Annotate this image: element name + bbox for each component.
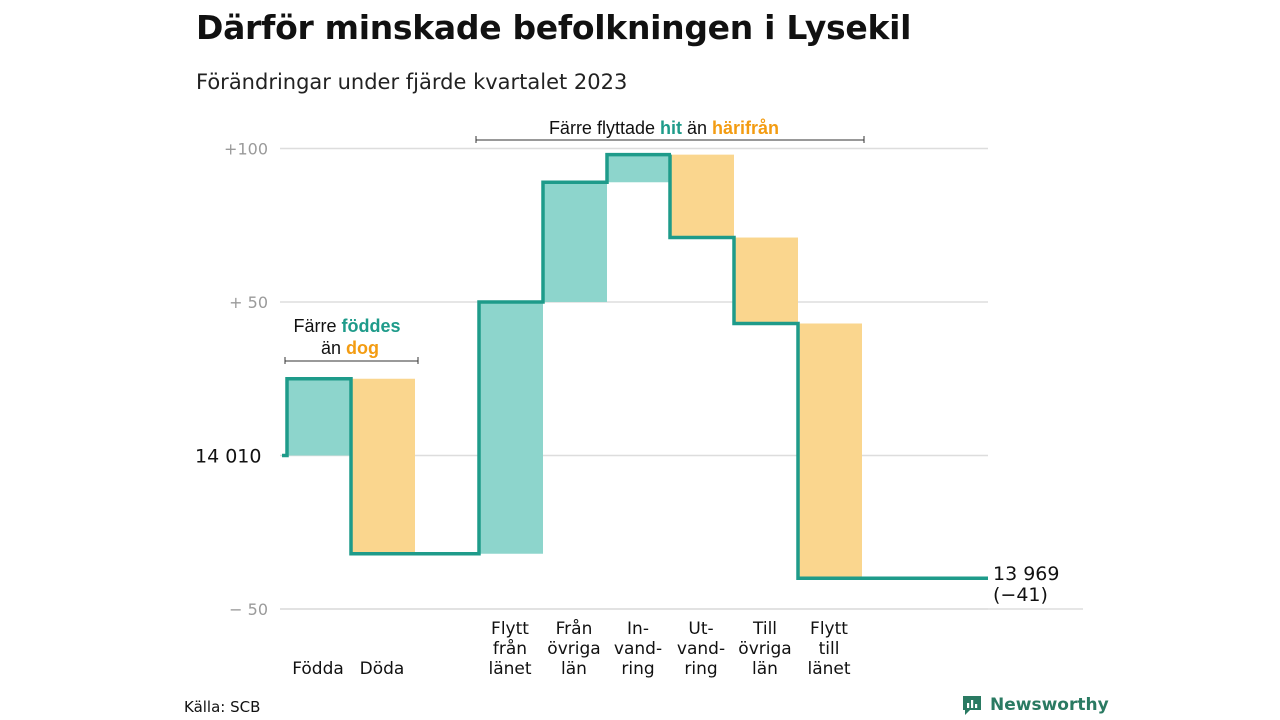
brand-name: Newsworthy — [990, 695, 1109, 715]
category-label: från — [493, 638, 527, 659]
brand-logo: Newsworthy — [960, 693, 1109, 717]
population-step-line — [282, 152, 988, 581]
natural-annotation-text-part: dog — [346, 338, 379, 358]
end-change-label: (−41) — [993, 584, 1048, 606]
natural-bracket — [284, 357, 419, 364]
y-tick-label: + 50 — [229, 293, 268, 312]
bar-in — [607, 154, 671, 183]
source-note: Källa: SCB — [184, 698, 261, 716]
category-label: ring — [684, 659, 717, 679]
natural-annotation-text-part: Färre — [293, 316, 341, 336]
bar-in — [543, 182, 607, 302]
category-label: länet — [488, 659, 531, 679]
category-label: Till — [752, 619, 777, 639]
category-label: Ut- — [688, 619, 713, 639]
bar-in — [479, 302, 543, 554]
bar-in — [287, 378, 351, 456]
category-label: ring — [621, 659, 654, 679]
natural-annotation-text-part: föddes — [342, 316, 401, 336]
migration-annotation-text-part: än — [682, 118, 712, 138]
category-label: Flytt — [810, 619, 848, 639]
category-label: Från — [556, 618, 593, 639]
bar-out — [798, 323, 862, 579]
newsworthy-logo-icon — [963, 696, 981, 715]
category-label: Flytt — [491, 619, 529, 639]
bar-out — [351, 378, 415, 554]
migration-annotation-text-part: härifrån — [712, 118, 779, 138]
category-label: till — [819, 639, 840, 659]
y-tick-label: − 50 — [229, 600, 268, 619]
start-value-label: 14 010 — [195, 446, 261, 468]
migration-annotation-line: Färre flyttade hit än härifrån — [549, 118, 779, 138]
bar-out — [734, 237, 798, 324]
chart-title: Därför minskade befolkningen i Lysekil — [196, 8, 912, 47]
category-label: vand- — [677, 639, 725, 659]
end-value-label: 13 969 — [993, 563, 1059, 585]
bar-out — [670, 154, 734, 238]
natural-annotation-line: än dog — [321, 338, 379, 358]
category-label: Döda — [360, 659, 405, 679]
migration-annotation-text-part: hit — [660, 118, 682, 138]
migration-bracket — [475, 136, 865, 143]
category-label: In- — [627, 619, 649, 639]
migration-annotation-text-part: Färre flyttade — [549, 118, 660, 138]
category-label: övriga — [547, 639, 600, 659]
chart-subtitle: Förändringar under fjärde kvartalet 2023 — [196, 70, 628, 94]
y-tick-label: +100 — [224, 140, 268, 159]
category-label: vand- — [614, 639, 662, 659]
category-label: Födda — [292, 659, 344, 679]
category-label: län — [561, 659, 587, 679]
natural-annotation-text-part: än — [321, 338, 346, 358]
natural-annotation-line: Färre föddes — [293, 316, 400, 336]
category-label: länet — [807, 659, 850, 679]
category-label: övriga — [738, 639, 791, 659]
category-label: län — [752, 659, 778, 679]
